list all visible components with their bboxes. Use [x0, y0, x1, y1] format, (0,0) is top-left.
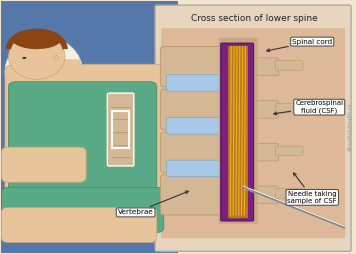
FancyBboxPatch shape	[53, 59, 81, 84]
FancyBboxPatch shape	[160, 175, 252, 215]
FancyBboxPatch shape	[166, 75, 246, 91]
FancyBboxPatch shape	[1, 147, 86, 182]
FancyBboxPatch shape	[276, 189, 303, 198]
FancyBboxPatch shape	[108, 93, 134, 166]
FancyBboxPatch shape	[221, 43, 253, 221]
Ellipse shape	[12, 29, 62, 49]
FancyBboxPatch shape	[5, 64, 167, 205]
FancyBboxPatch shape	[276, 61, 303, 70]
FancyBboxPatch shape	[1, 208, 157, 243]
FancyBboxPatch shape	[160, 132, 252, 172]
FancyBboxPatch shape	[160, 46, 252, 87]
Text: Cerebrospinal
fluid (CSF): Cerebrospinal fluid (CSF)	[274, 100, 343, 115]
Ellipse shape	[9, 34, 65, 79]
FancyBboxPatch shape	[219, 38, 257, 224]
FancyBboxPatch shape	[166, 160, 246, 177]
Ellipse shape	[54, 56, 58, 60]
Text: Needle taking
sample of CSF: Needle taking sample of CSF	[287, 173, 337, 204]
Text: Cross section of lower spine: Cross section of lower spine	[190, 14, 317, 23]
FancyBboxPatch shape	[247, 143, 279, 161]
Text: Spinal cord: Spinal cord	[267, 39, 333, 52]
FancyBboxPatch shape	[1, 187, 164, 232]
FancyBboxPatch shape	[247, 101, 279, 118]
FancyBboxPatch shape	[1, 1, 178, 253]
FancyBboxPatch shape	[247, 58, 279, 75]
FancyBboxPatch shape	[276, 146, 303, 156]
FancyBboxPatch shape	[228, 46, 248, 218]
Text: Vertebrae: Vertebrae	[118, 191, 188, 215]
FancyBboxPatch shape	[161, 28, 345, 238]
Ellipse shape	[22, 57, 26, 59]
FancyBboxPatch shape	[9, 82, 157, 192]
Ellipse shape	[5, 37, 83, 107]
FancyBboxPatch shape	[155, 5, 351, 251]
FancyBboxPatch shape	[276, 103, 303, 113]
Text: AboutKidsHealth.ca: AboutKidsHealth.ca	[348, 103, 353, 151]
FancyBboxPatch shape	[160, 89, 252, 130]
FancyBboxPatch shape	[166, 117, 246, 134]
FancyBboxPatch shape	[247, 186, 279, 204]
